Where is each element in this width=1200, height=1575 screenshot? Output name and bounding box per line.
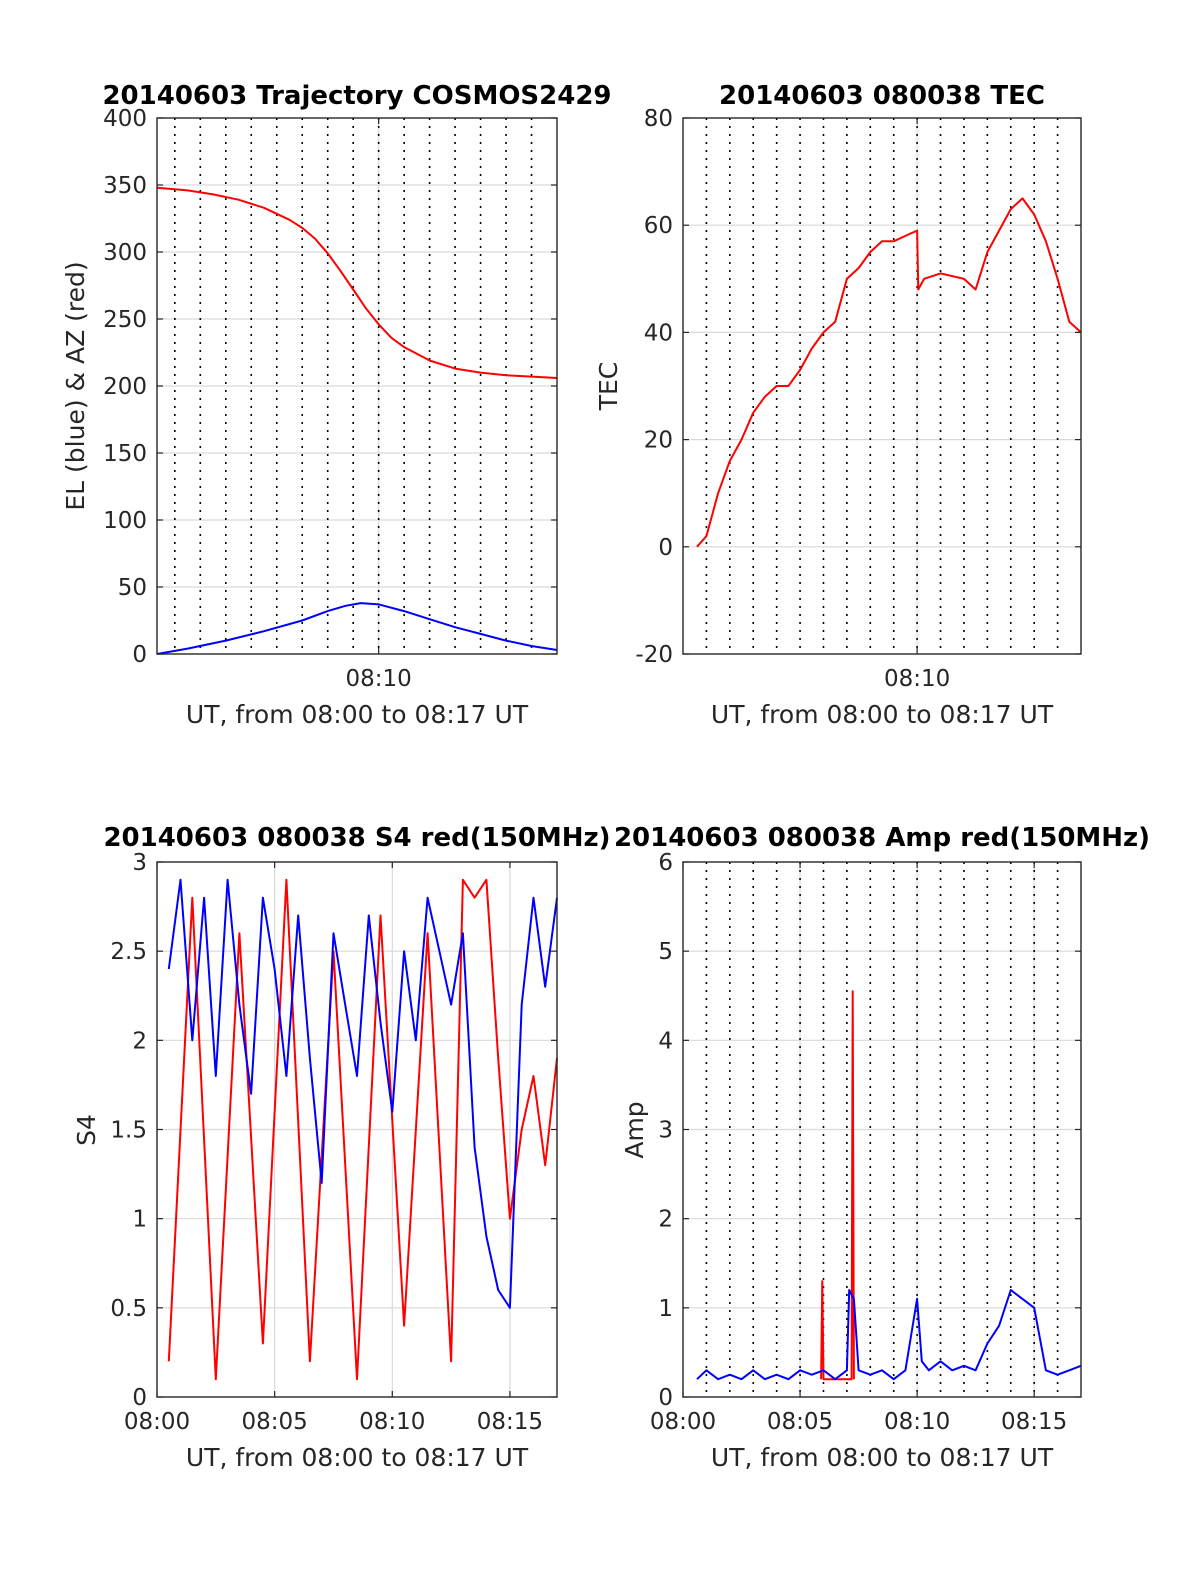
x-tick-label: 08:10 [884,666,950,692]
y-tick-label: 50 [118,575,147,601]
y-tick-label: 0.5 [110,1296,147,1322]
series-line-0 [696,197,1082,548]
y-axis-label: Amp [620,1101,649,1158]
y-tick-label: 150 [103,441,147,467]
y-tick-label: 2 [658,1207,673,1233]
x-tick-label: 08:10 [359,1409,425,1435]
y-tick-label: 3 [658,1118,673,1144]
x-tick-label: 08:10 [346,666,412,692]
y-tick-label: -20 [635,642,673,668]
y-axis-label: EL (blue) & AZ (red) [61,261,90,510]
minute-markers [174,118,533,654]
x-tick-label: 08:10 [884,1409,950,1435]
s4-panel: 0 0.5 1 1.5 2 2.5 3 08:00 08:05 08:10 08:15 201406… [72,823,611,1472]
axis-ticks: -20 0 20 40 60 80 08:10 [635,106,1081,692]
trajectory-panel: 0 50 100 150 200 250 300 350 400 08:10 20140603 T… [61,81,612,729]
x-tick-label: 08:05 [767,1409,833,1435]
axes-frame [682,117,1082,655]
grid-lines [683,862,1081,1397]
y-tick-label: 60 [644,213,673,239]
series-line-1 [156,602,558,655]
grid-lines [157,862,557,1397]
series-line-1 [167,878,558,1309]
y-tick-label: 5 [658,939,673,965]
y-tick-label: 0 [658,1385,673,1411]
chart-title: 20140603 Trajectory COSMOS2429 [102,81,611,111]
x-axis-label: UT, from 08:00 to 08:17 UT [711,700,1054,729]
y-tick-label: 80 [644,106,673,132]
y-tick-label: 0 [132,1385,147,1411]
data-series [156,186,558,655]
x-tick-label: 08:00 [124,1409,190,1435]
chart-title: 20140603 080038 Amp red(150MHz) [614,823,1150,853]
data-series [696,990,1082,1381]
y-tick-label: 0 [658,535,673,561]
y-tick-label: 1 [132,1207,147,1233]
y-axis-label: TEC [594,362,623,412]
tec-panel: -20 0 20 40 60 80 08:10 20140603 080038 TEC UT… [594,81,1082,729]
minute-markers [705,862,1059,1397]
x-tick-label: 08:05 [241,1409,307,1435]
y-tick-label: 100 [103,508,147,534]
y-tick-label: 3 [132,850,147,876]
y-tick-label: 350 [103,173,147,199]
y-tick-label: 2 [132,1028,147,1054]
x-axis-label: UT, from 08:00 to 08:17 UT [711,1443,1054,1472]
y-tick-label: 1.5 [110,1118,147,1144]
amp-panel: 0 1 2 3 4 5 6 08:00 08:05 08:10 08:15 20140603 080… [614,823,1150,1472]
y-tick-label: 400 [103,106,147,132]
x-tick-label: 08:15 [1001,1409,1067,1435]
chart-title: 20140603 080038 S4 red(150MHz) [103,823,610,853]
series-line-0 [820,990,855,1381]
grid-lines [157,118,557,654]
grid-lines [683,118,1081,654]
y-tick-label: 4 [658,1028,673,1054]
y-tick-label: 250 [103,307,147,333]
x-tick-label: 08:00 [650,1409,716,1435]
series-line-0 [156,186,558,379]
y-tick-label: 20 [644,428,673,454]
axis-ticks: 0 0.5 1 1.5 2 2.5 3 08:00 08:05 08:10 08:15 [110,850,557,1435]
y-tick-label: 1 [658,1296,673,1322]
x-tick-label: 08:15 [477,1409,543,1435]
y-tick-label: 200 [103,374,147,400]
x-axis-label: UT, from 08:00 to 08:17 UT [186,1443,529,1472]
data-series [167,878,558,1381]
y-tick-label: 2.5 [110,939,147,965]
chart-title: 20140603 080038 TEC [719,81,1045,111]
y-axis-label: S4 [72,1114,101,1146]
y-tick-label: 0 [132,642,147,668]
y-tick-label: 300 [103,240,147,266]
axis-ticks: 0 1 2 3 4 5 6 08:00 08:05 08:10 08:15 [650,850,1081,1435]
x-axis-label: UT, from 08:00 to 08:17 UT [186,700,529,729]
y-tick-label: 40 [644,320,673,346]
series-line-1 [696,1289,1082,1381]
minute-markers [705,118,1059,654]
axis-ticks: 0 50 100 150 200 250 300 350 400 08:10 [103,106,557,692]
data-series [696,197,1082,548]
y-tick-label: 6 [658,850,673,876]
